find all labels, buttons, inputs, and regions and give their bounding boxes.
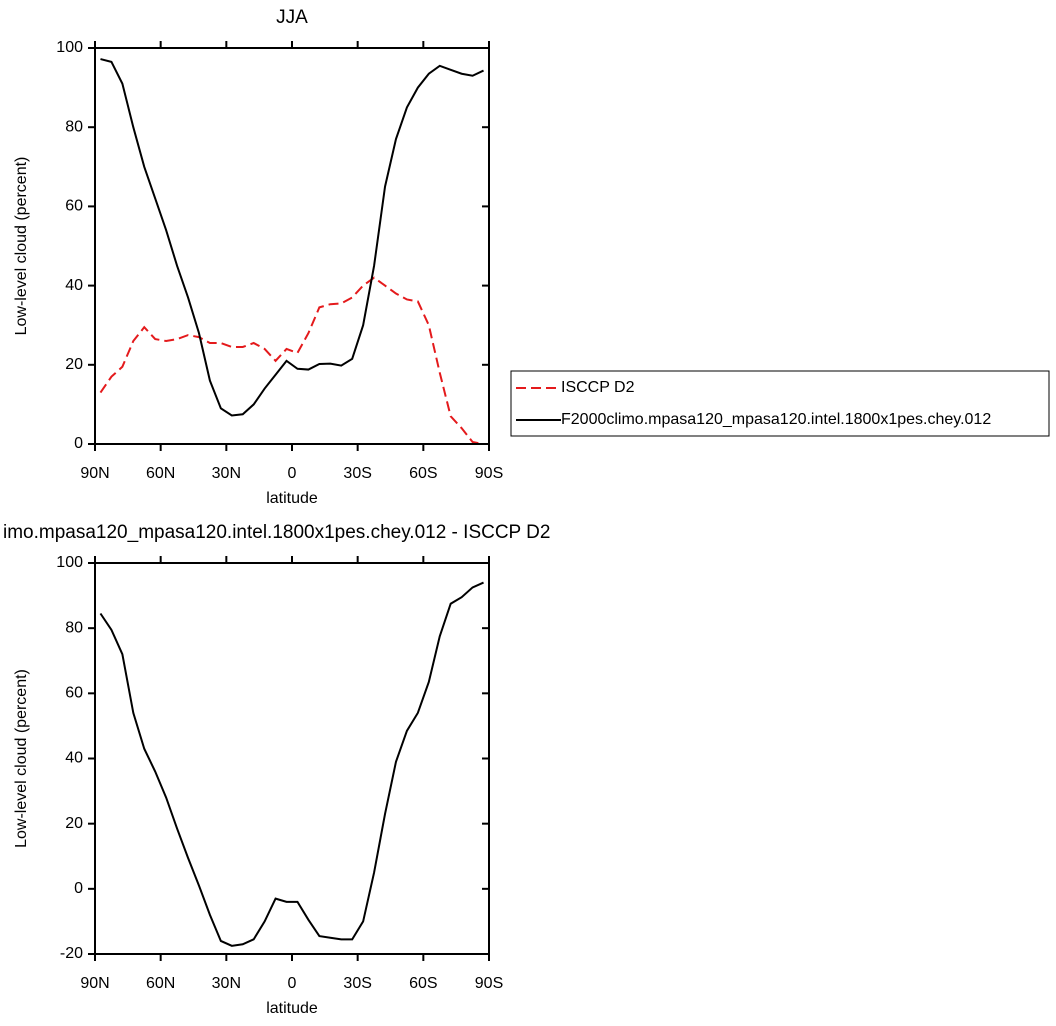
x-tick-label: 0: [288, 975, 297, 992]
legend-box: [510, 370, 1050, 437]
y-tick-label: 20: [65, 356, 83, 373]
x-tick-label: 30N: [212, 465, 241, 482]
x-tick-label: 90N: [80, 465, 109, 482]
y-tick-label: -20: [60, 945, 83, 962]
y-tick-label: 0: [74, 435, 83, 452]
y-tick-label: 40: [65, 750, 83, 767]
chart-title: imo.mpasa120_mpasa120.intel.1800x1pes.ch…: [3, 522, 550, 543]
y-tick-label: 20: [65, 815, 83, 832]
x-axis-label: latitude: [266, 1000, 318, 1017]
x-tick-label: 30S: [343, 465, 371, 482]
y-tick-label: 80: [65, 118, 83, 135]
x-tick-label: 90S: [475, 465, 503, 482]
legend-label: F2000climo.mpasa120_mpasa120.intel.1800x…: [561, 411, 991, 428]
series-line: [99, 276, 484, 445]
y-tick-label: 100: [56, 554, 83, 571]
x-tick-label: 60S: [409, 975, 437, 992]
y-tick-label: 60: [65, 685, 83, 702]
x-tick-label: 30S: [343, 975, 371, 992]
x-tick-label: 60N: [146, 975, 175, 992]
series-line: [99, 581, 484, 947]
plot-frame: [94, 47, 490, 445]
x-tick-label: 60S: [409, 465, 437, 482]
y-axis-label: Low-level cloud (percent): [13, 669, 30, 848]
x-tick-label: 90N: [80, 975, 109, 992]
series-line: [100, 58, 484, 417]
y-tick-label: 40: [65, 277, 83, 294]
y-tick-label: 60: [65, 198, 83, 215]
y-tick-label: 0: [74, 880, 83, 897]
x-tick-label: 30N: [212, 975, 241, 992]
y-tick-label: 80: [65, 619, 83, 636]
x-tick-label: 90S: [475, 975, 503, 992]
x-axis-label: latitude: [266, 490, 318, 507]
x-tick-label: 60N: [146, 465, 175, 482]
y-tick-label: 100: [56, 39, 83, 56]
plot-frame: [94, 562, 490, 955]
legend-label: ISCCP D2: [561, 379, 635, 396]
x-tick-label: 0: [288, 465, 297, 482]
y-axis-label: Low-level cloud (percent): [13, 157, 30, 336]
chart-title: JJA: [276, 7, 308, 28]
